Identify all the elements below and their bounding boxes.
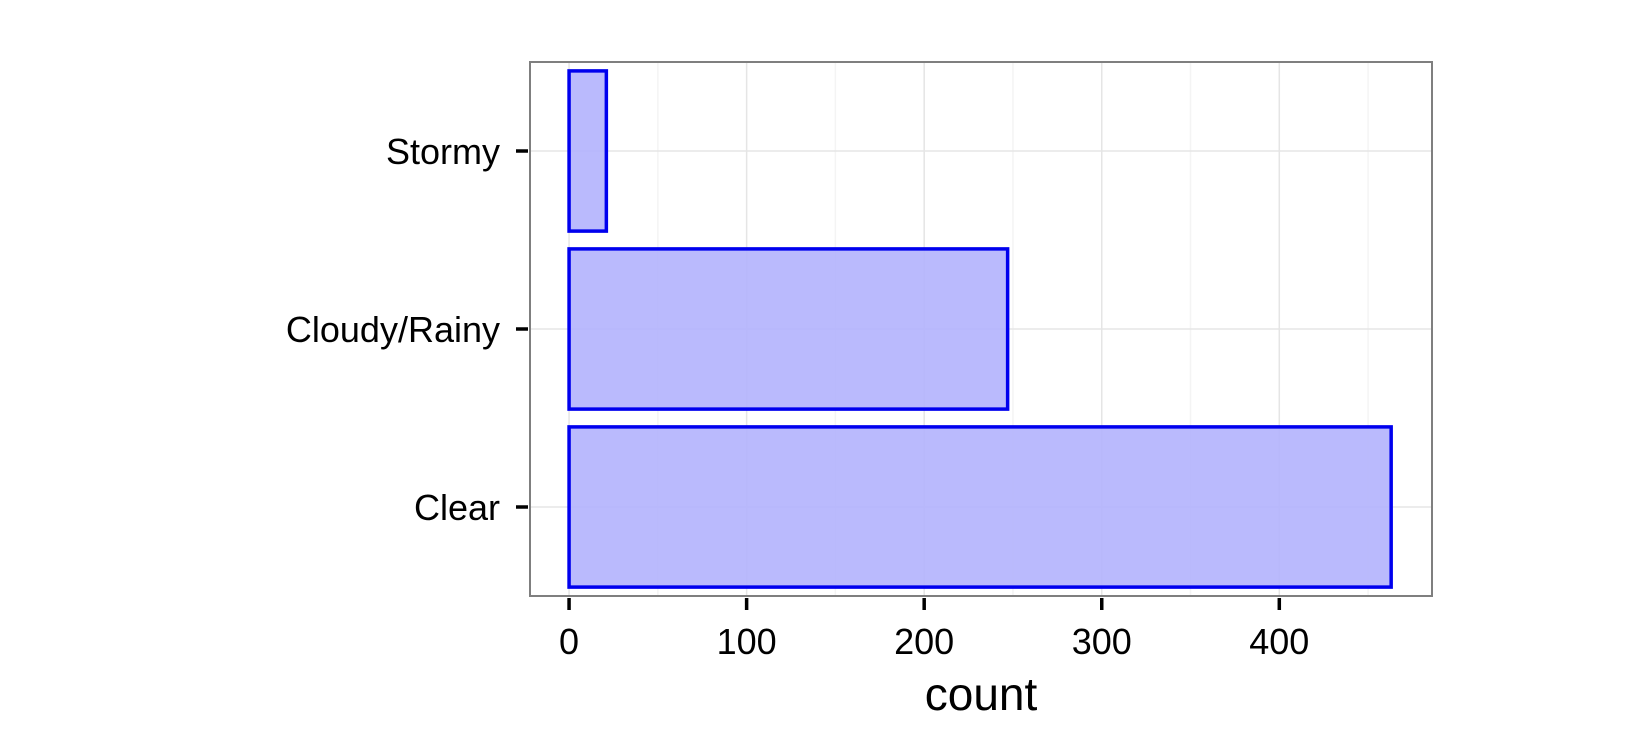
bar-stormy — [567, 69, 609, 233]
y-tick-label: Cloudy/Rainy — [286, 309, 500, 350]
y-tick-label: Clear — [414, 487, 500, 528]
x-axis-title: count — [925, 668, 1038, 720]
x-tick-label: 200 — [894, 621, 954, 662]
y-tick-label: Stormy — [386, 131, 500, 172]
bar-cloudy-rainy — [567, 247, 1010, 411]
bar-clear — [567, 425, 1393, 589]
bars — [567, 69, 1393, 589]
x-tick-label: 0 — [559, 621, 579, 662]
y-axis: Clear Cloudy/Rainy Stormy — [286, 131, 528, 528]
x-axis: 0 100 200 300 400 — [559, 598, 1309, 662]
x-tick-label: 100 — [717, 621, 777, 662]
x-tick-label: 400 — [1249, 621, 1309, 662]
x-tick-label: 300 — [1072, 621, 1132, 662]
plot-panel-border — [529, 61, 1433, 597]
